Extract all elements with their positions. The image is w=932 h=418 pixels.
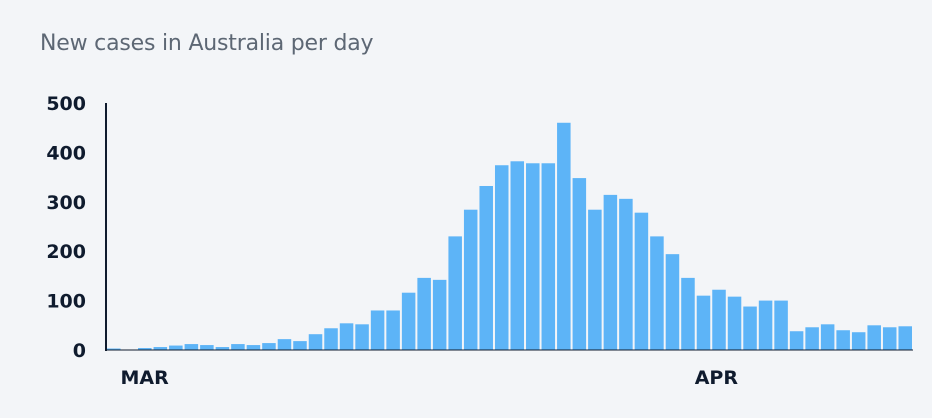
bar xyxy=(541,163,556,350)
bar xyxy=(355,324,369,350)
y-tick-label: 0 xyxy=(73,340,86,362)
bar xyxy=(665,254,680,350)
bar xyxy=(370,310,385,350)
bar xyxy=(526,163,540,350)
bar xyxy=(293,341,307,350)
bar xyxy=(619,198,633,350)
bar xyxy=(107,348,121,350)
bar xyxy=(432,279,447,350)
bar xyxy=(448,236,462,350)
x-tick-label: APR xyxy=(695,367,739,389)
bar xyxy=(743,306,757,350)
bar xyxy=(851,332,866,350)
bar xyxy=(246,345,261,350)
bar xyxy=(696,295,711,350)
bar xyxy=(650,236,664,350)
bar xyxy=(572,178,587,350)
bar xyxy=(184,344,199,350)
bar xyxy=(727,296,742,350)
y-tick-label: 100 xyxy=(46,291,86,313)
bar xyxy=(712,289,726,350)
bar xyxy=(836,330,850,350)
bar xyxy=(603,194,618,350)
bar xyxy=(681,277,695,350)
bar xyxy=(820,324,835,350)
bar xyxy=(277,339,292,350)
bar xyxy=(867,325,881,350)
bar xyxy=(324,328,338,350)
bar xyxy=(200,345,214,350)
bar xyxy=(401,292,416,350)
bar xyxy=(588,209,602,350)
bar xyxy=(898,326,912,350)
bar xyxy=(479,185,493,350)
bar xyxy=(308,334,323,350)
bar xyxy=(386,310,400,350)
y-tick-label: 400 xyxy=(46,142,86,164)
bar xyxy=(417,277,431,350)
y-tick-label: 300 xyxy=(46,192,86,214)
bar xyxy=(557,122,571,350)
bar xyxy=(510,161,525,350)
bar xyxy=(882,327,897,350)
bar xyxy=(215,347,230,350)
bar xyxy=(774,300,788,350)
bar xyxy=(153,347,168,350)
x-tick-label: MAR xyxy=(121,367,170,389)
bar xyxy=(789,331,804,350)
bar xyxy=(463,209,478,350)
bar xyxy=(634,212,649,350)
bar xyxy=(231,344,245,350)
chart-title: New cases in Australia per day xyxy=(40,31,374,56)
y-tick-label: 200 xyxy=(46,241,86,263)
bar xyxy=(339,323,354,350)
bar xyxy=(169,345,183,350)
bar xyxy=(262,343,276,350)
bar xyxy=(758,300,773,350)
y-tick-label: 500 xyxy=(46,93,86,115)
bar xyxy=(494,165,509,350)
bar xyxy=(138,348,152,350)
bar xyxy=(805,327,819,350)
